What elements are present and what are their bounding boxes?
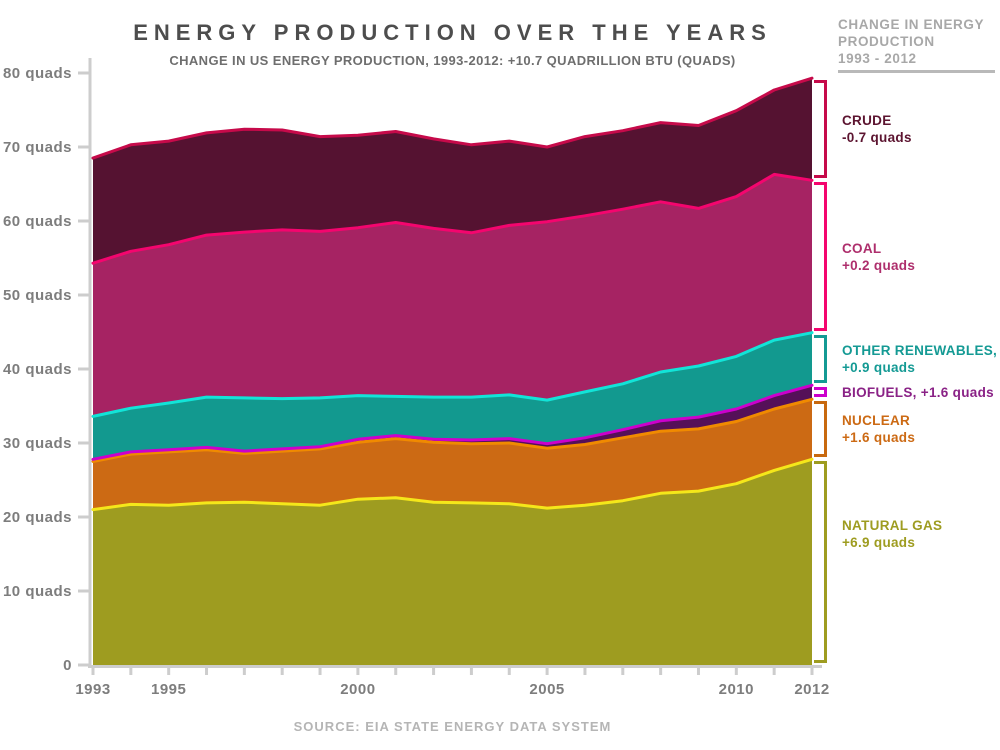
- chart-subtitle: CHANGE IN US ENERGY PRODUCTION, 1993-201…: [169, 53, 736, 68]
- legend-item-coal: COAL +0.2 quads: [842, 182, 998, 330]
- edge-natural-gas: [91, 457, 814, 512]
- legend-item-name: CRUDE: [842, 113, 892, 129]
- legend-header-line: PRODUCTION: [838, 34, 935, 49]
- legend-header-line: CHANGE IN ENERGY: [838, 17, 985, 32]
- legend-bracket-other-renewables: [814, 334, 827, 384]
- y-tick-label: 70 quads: [3, 139, 72, 156]
- x-tick-label: 2012: [794, 681, 829, 698]
- legend-item-value: +6.9 quads: [842, 535, 916, 551]
- x-tick-label: 2000: [340, 681, 375, 698]
- x-tick-label: 2010: [719, 681, 754, 698]
- source-caption: SOURCE: EIA STATE ENERGY DATA SYSTEM: [293, 719, 612, 734]
- area-coal: [93, 174, 812, 417]
- legend-item-name: COAL: [842, 240, 882, 256]
- legend-item-name: NUCLEAR: [842, 413, 911, 429]
- legend-item-nuclear: NUCLEAR +1.6 quads: [842, 401, 998, 457]
- x-tick-label: 2005: [529, 681, 564, 698]
- area-nuclear: [93, 399, 812, 510]
- legend-item-name: OTHER RENEWABLES,: [842, 343, 998, 358]
- legend-header-line: 1993 - 2012: [838, 51, 917, 66]
- legend-item-value: +1.6 quads: [920, 384, 994, 400]
- edge-crude: [91, 76, 814, 160]
- legend-item-natural-gas: NATURAL GAS +6.9 quads: [842, 461, 998, 663]
- legend-header: CHANGE IN ENERGY PRODUCTION 1993 - 2012: [838, 16, 998, 67]
- legend-bracket-crude: [814, 80, 827, 179]
- y-tick-label: 10 quads: [3, 583, 72, 600]
- area-biofuels: [93, 385, 812, 462]
- legend-item-name: BIOFUELS,: [842, 384, 917, 400]
- y-tick-label: 40 quads: [3, 361, 72, 378]
- edge-other-renewables: [91, 331, 814, 418]
- x-tick-label: 1993: [75, 681, 110, 698]
- area-crude: [93, 78, 812, 264]
- legend-item-other-renewables: OTHER RENEWABLES, +0.9 quads: [842, 335, 998, 384]
- legend-bracket-biofuels: [814, 387, 827, 398]
- y-tick-label: 30 quads: [3, 435, 72, 452]
- legend-item-name: NATURAL GAS: [842, 518, 943, 534]
- y-tick-label: 60 quads: [3, 213, 72, 230]
- legend-item-value: +1.6 quads: [842, 430, 916, 446]
- y-tick-label: 20 quads: [3, 509, 72, 526]
- area-natural-gas: [93, 459, 812, 665]
- x-tick-label: 1995: [151, 681, 186, 698]
- area-other-renewables: [93, 332, 812, 460]
- legend-bracket-nuclear: [814, 401, 827, 458]
- legend-item-value: +0.2 quads: [842, 257, 916, 273]
- legend-bracket-natural-gas: [814, 461, 827, 663]
- y-tick-label: 50 quads: [3, 287, 72, 304]
- edge-nuclear: [91, 397, 814, 463]
- y-tick-label: 0: [63, 657, 72, 674]
- chart-title: ENERGY PRODUCTION OVER THE YEARS: [133, 20, 772, 45]
- y-tick-label: 80 quads: [3, 65, 72, 82]
- legend-item-biofuels: BIOFUELS, +1.6 quads: [842, 384, 998, 400]
- legend-item-crude: CRUDE -0.7 quads: [842, 80, 998, 178]
- edge-biofuels: [91, 383, 814, 461]
- legend-divider: [838, 70, 995, 73]
- edge-coal: [91, 172, 814, 265]
- legend-item-value: -0.7 quads: [842, 130, 912, 146]
- legend-bracket-coal: [814, 182, 827, 331]
- legend-item-value: +0.9 quads: [842, 360, 916, 375]
